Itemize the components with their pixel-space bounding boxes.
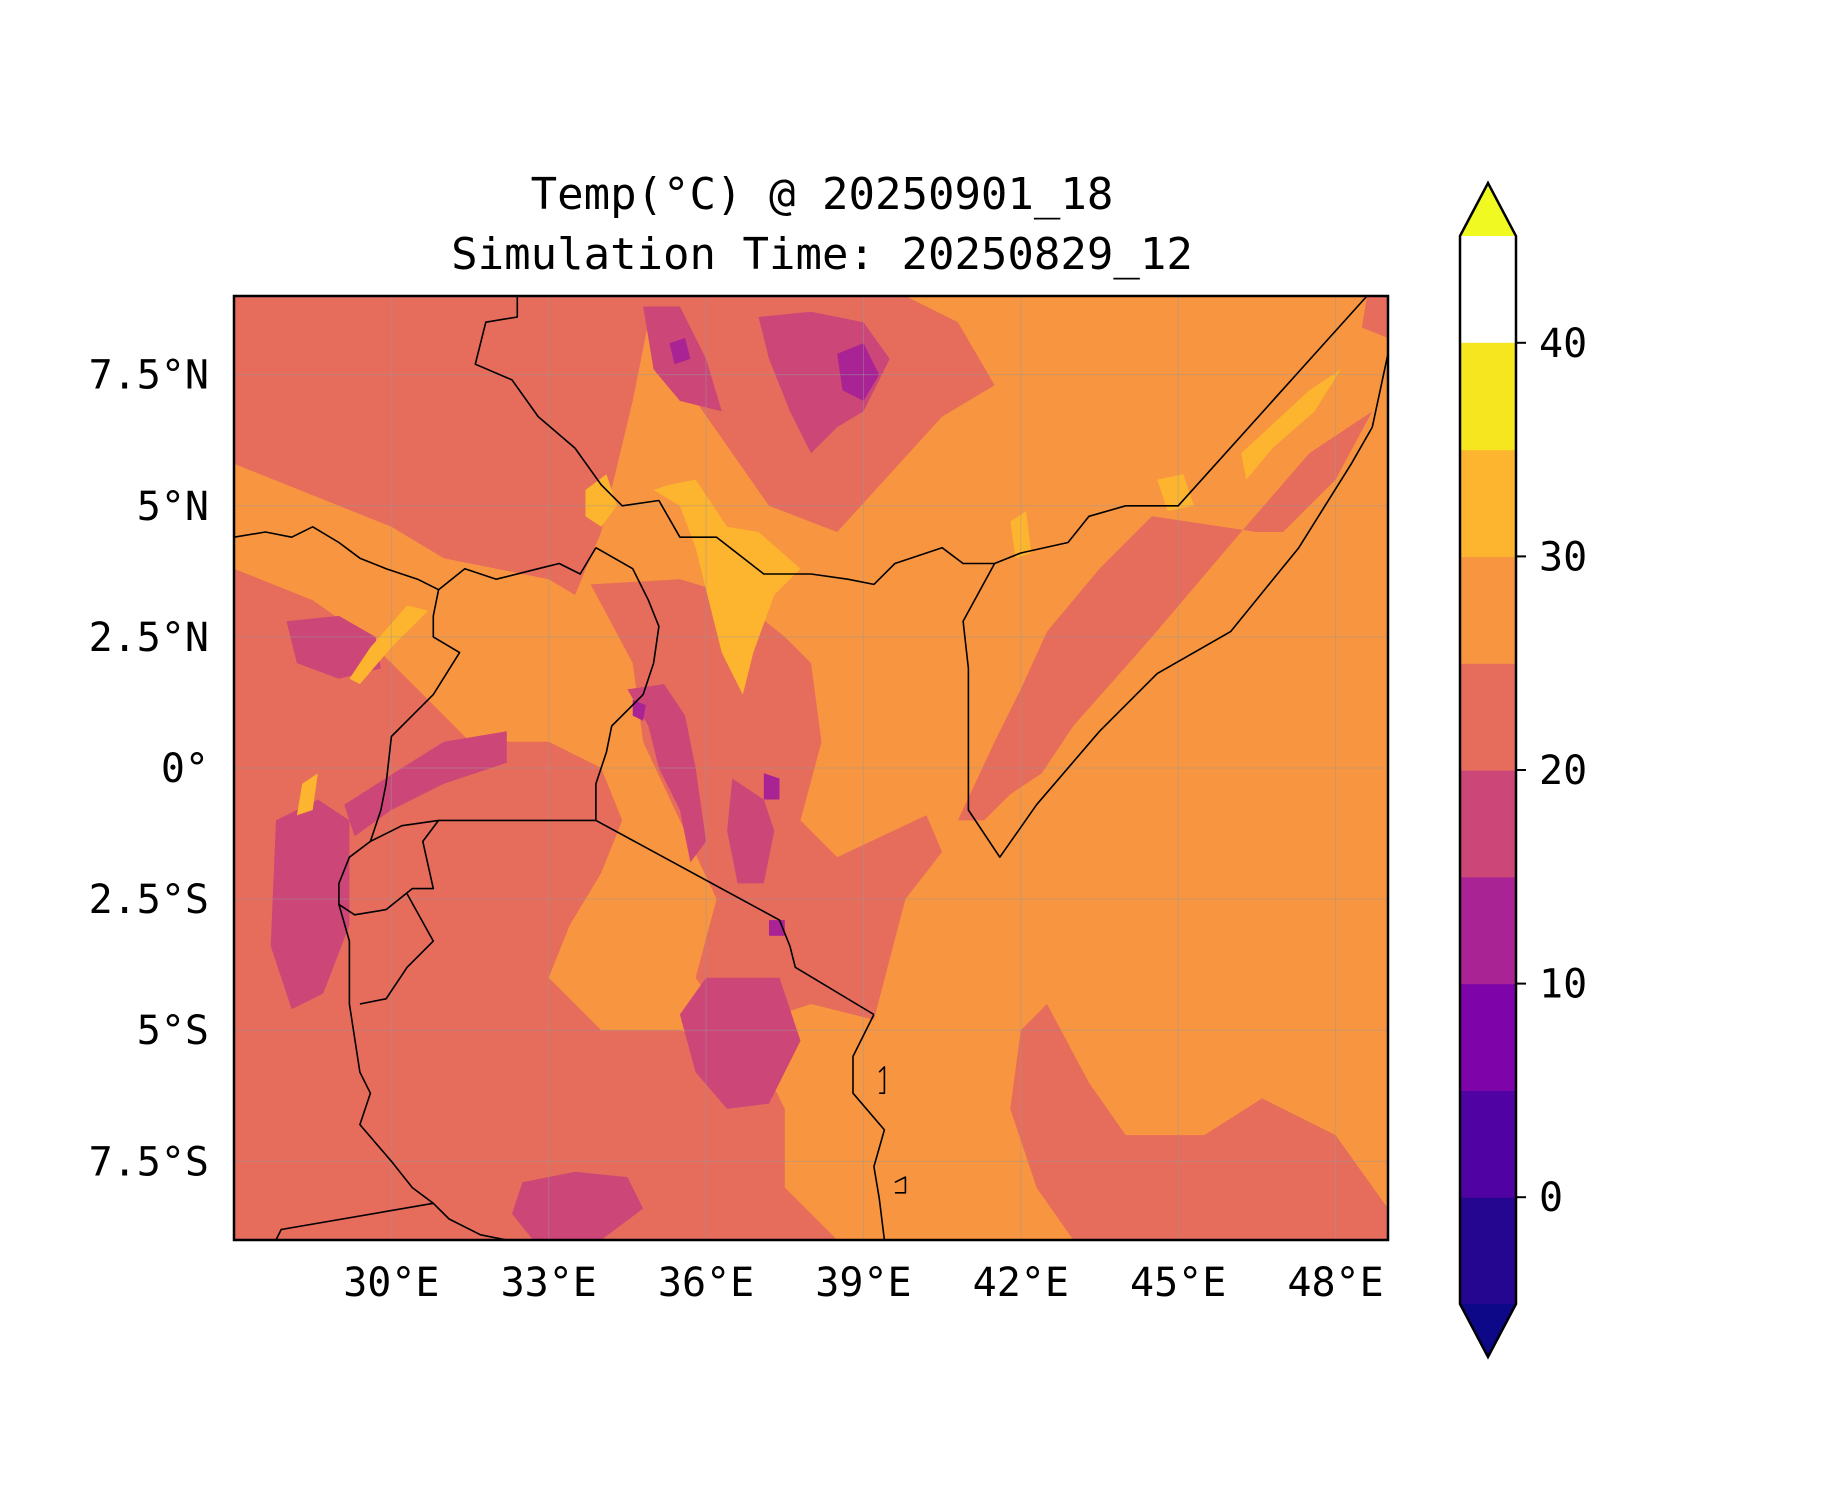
contour-region-30c (1010, 511, 1032, 559)
contour-region-15c (270, 799, 350, 1010)
border-line (338, 819, 440, 916)
colorbar-tick-label: 10 (1539, 962, 1587, 1008)
colorbar-segment (1460, 876, 1516, 985)
colorbar-segment (1460, 663, 1516, 771)
border-line (852, 1014, 886, 1240)
border-line (894, 1176, 907, 1194)
contour-region-15c (512, 1171, 644, 1240)
contour-region-20c (234, 568, 838, 1240)
longitude-axis: 30°E 33°E 36°E 39°E 42°E 45°E 48°E (343, 1260, 1384, 1306)
colorbar-outline (1458, 180, 1518, 1360)
x-tick-label: 30°E (343, 1260, 439, 1306)
colorbar-ticks: 0 10 20 30 40 (1516, 321, 1587, 1221)
y-tick-label: 2.5°N (89, 615, 209, 661)
contour-region-20c (1010, 1004, 1388, 1240)
contour-region-10c (669, 338, 691, 365)
contour-region-30c (653, 479, 801, 695)
colorbar-segment (1460, 770, 1516, 878)
x-tick-label: 36°E (658, 1260, 754, 1306)
colorbar-tick-label: 0 (1539, 1175, 1563, 1221)
y-tick-label: 2.5°S (89, 877, 209, 923)
contour-region-15c (727, 778, 775, 884)
colorbar-segment (1460, 983, 1516, 1091)
border-line (369, 547, 660, 843)
colorbar-tick-label: 20 (1539, 748, 1587, 794)
contour-region-10c (632, 699, 646, 721)
contour-region-15c (286, 615, 381, 679)
colorbar-tick-label: 30 (1539, 534, 1587, 580)
contour-region-20c (1361, 296, 1388, 338)
colorbar-extend-low (1460, 1304, 1516, 1357)
contour-region-20c (590, 579, 943, 1031)
contour-region-10c (837, 343, 880, 401)
border-line (275, 1202, 434, 1240)
colorbar-segment (1460, 449, 1516, 557)
border-line (878, 1066, 886, 1094)
border-line (595, 819, 875, 1016)
contour-region-15c (679, 977, 801, 1109)
contour-region-30c (1241, 369, 1341, 480)
contour-region-15c (627, 684, 707, 863)
contour-region-20c (957, 411, 1373, 821)
map-frame (232, 294, 1390, 1242)
contour-region-10c (763, 773, 780, 800)
border-line (338, 904, 507, 1240)
x-tick-label: 33°E (501, 1260, 597, 1306)
contour-region-30c (1157, 474, 1194, 511)
border-line (474, 296, 1368, 586)
colorbar-segment (1460, 1090, 1516, 1198)
x-tick-label: 48°E (1287, 1260, 1383, 1306)
border-line (962, 332, 1388, 859)
border-line (234, 525, 597, 591)
colorbar: 0 10 20 30 40 (1458, 180, 1587, 1360)
country-borders-and-coastline (234, 296, 1388, 1240)
y-tick-label: 7.5°N (89, 353, 209, 399)
border-line (359, 893, 435, 1005)
contour-region-15c (344, 731, 507, 837)
gridlines (234, 296, 1388, 1240)
colorbar-segment (1460, 342, 1516, 451)
contour-region-20c (234, 296, 654, 595)
map-panel (232, 294, 1390, 1242)
y-tick-label: 7.5°S (89, 1139, 209, 1185)
contour-region-30c (296, 773, 318, 816)
colorbar-segment (1460, 1197, 1516, 1305)
contour-region-30c (349, 605, 429, 685)
x-tick-label: 45°E (1130, 1260, 1226, 1306)
chart-title-line-1: Temp(°C) @ 20250901_18 (531, 169, 1114, 220)
colorbar-extend-high (1460, 183, 1516, 236)
latitude-axis: 7.5°N 5°N 2.5°N 0° 2.5°S 5°S 7.5°S (89, 353, 209, 1186)
y-tick-label: 5°S (137, 1008, 209, 1054)
contour-region-30c (585, 474, 617, 527)
y-tick-label: 5°N (137, 484, 209, 530)
colorbar-segments (1458, 180, 1518, 1360)
y-tick-label: 0° (161, 746, 209, 792)
x-tick-label: 39°E (815, 1260, 911, 1306)
x-tick-label: 42°E (973, 1260, 1069, 1306)
colorbar-tick-label: 40 (1539, 321, 1587, 367)
colorbar-segment (1460, 556, 1516, 664)
temperature-contour-fills (234, 296, 1388, 1240)
chart-title-line-2: Simulation Time: 20250829_12 (451, 229, 1193, 280)
